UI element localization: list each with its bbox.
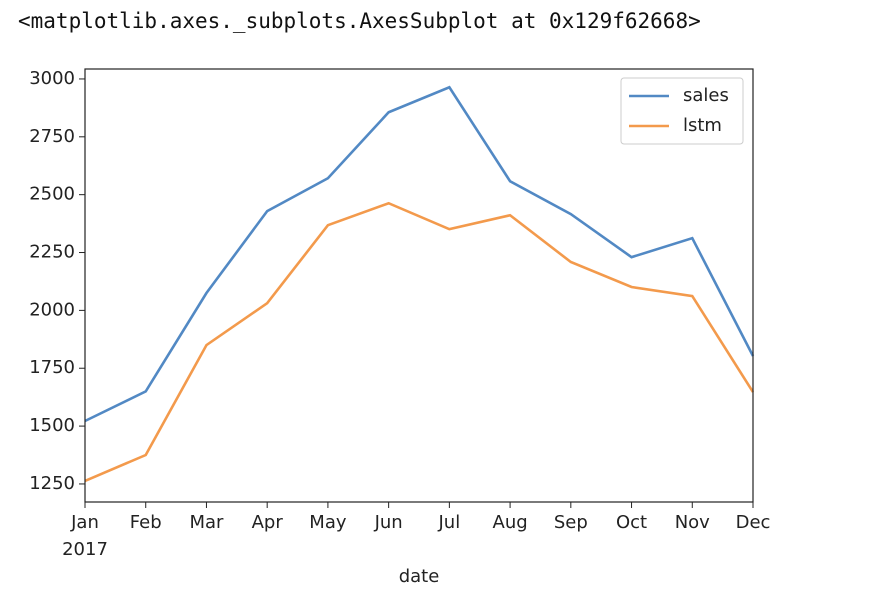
y-tick-label: 2500 xyxy=(29,184,75,205)
x-tick-label: May xyxy=(309,512,347,533)
y-tick-label: 1500 xyxy=(29,415,75,436)
x-tick-label: Oct xyxy=(616,512,647,533)
x-tick-label: Apr xyxy=(252,512,284,533)
legend-box xyxy=(620,77,744,145)
y-tick-label: 1750 xyxy=(29,357,75,378)
series-line xyxy=(84,85,755,423)
y-tick-label: 2250 xyxy=(29,242,75,263)
series-line xyxy=(84,201,755,483)
legend-label: sales xyxy=(683,85,729,106)
y-tick-label: 2000 xyxy=(29,299,75,320)
x-tick-label: Sep xyxy=(554,512,588,533)
y-tick-label: 3000 xyxy=(29,68,75,89)
x-tick-label: Dec xyxy=(736,512,771,533)
x-tick-label: Jan xyxy=(70,512,99,533)
x-year-label: 2017 xyxy=(62,539,108,560)
x-tick-label: Mar xyxy=(189,512,224,533)
x-axis-label: date xyxy=(399,566,440,587)
x-tick-label: Jul xyxy=(438,512,461,533)
x-tick-label: Feb xyxy=(130,512,162,533)
y-tick-label: 2750 xyxy=(29,126,75,147)
legend-label: lstm xyxy=(683,115,722,136)
y-tick-label: 1250 xyxy=(29,473,75,494)
plot-frame xyxy=(84,68,754,503)
output-text: <matplotlib.axes._subplots.AxesSubplot a… xyxy=(18,9,701,33)
x-tick-label: Jun xyxy=(374,512,403,533)
x-tick-label: Aug xyxy=(493,512,528,533)
x-tick-label: Nov xyxy=(675,512,710,533)
